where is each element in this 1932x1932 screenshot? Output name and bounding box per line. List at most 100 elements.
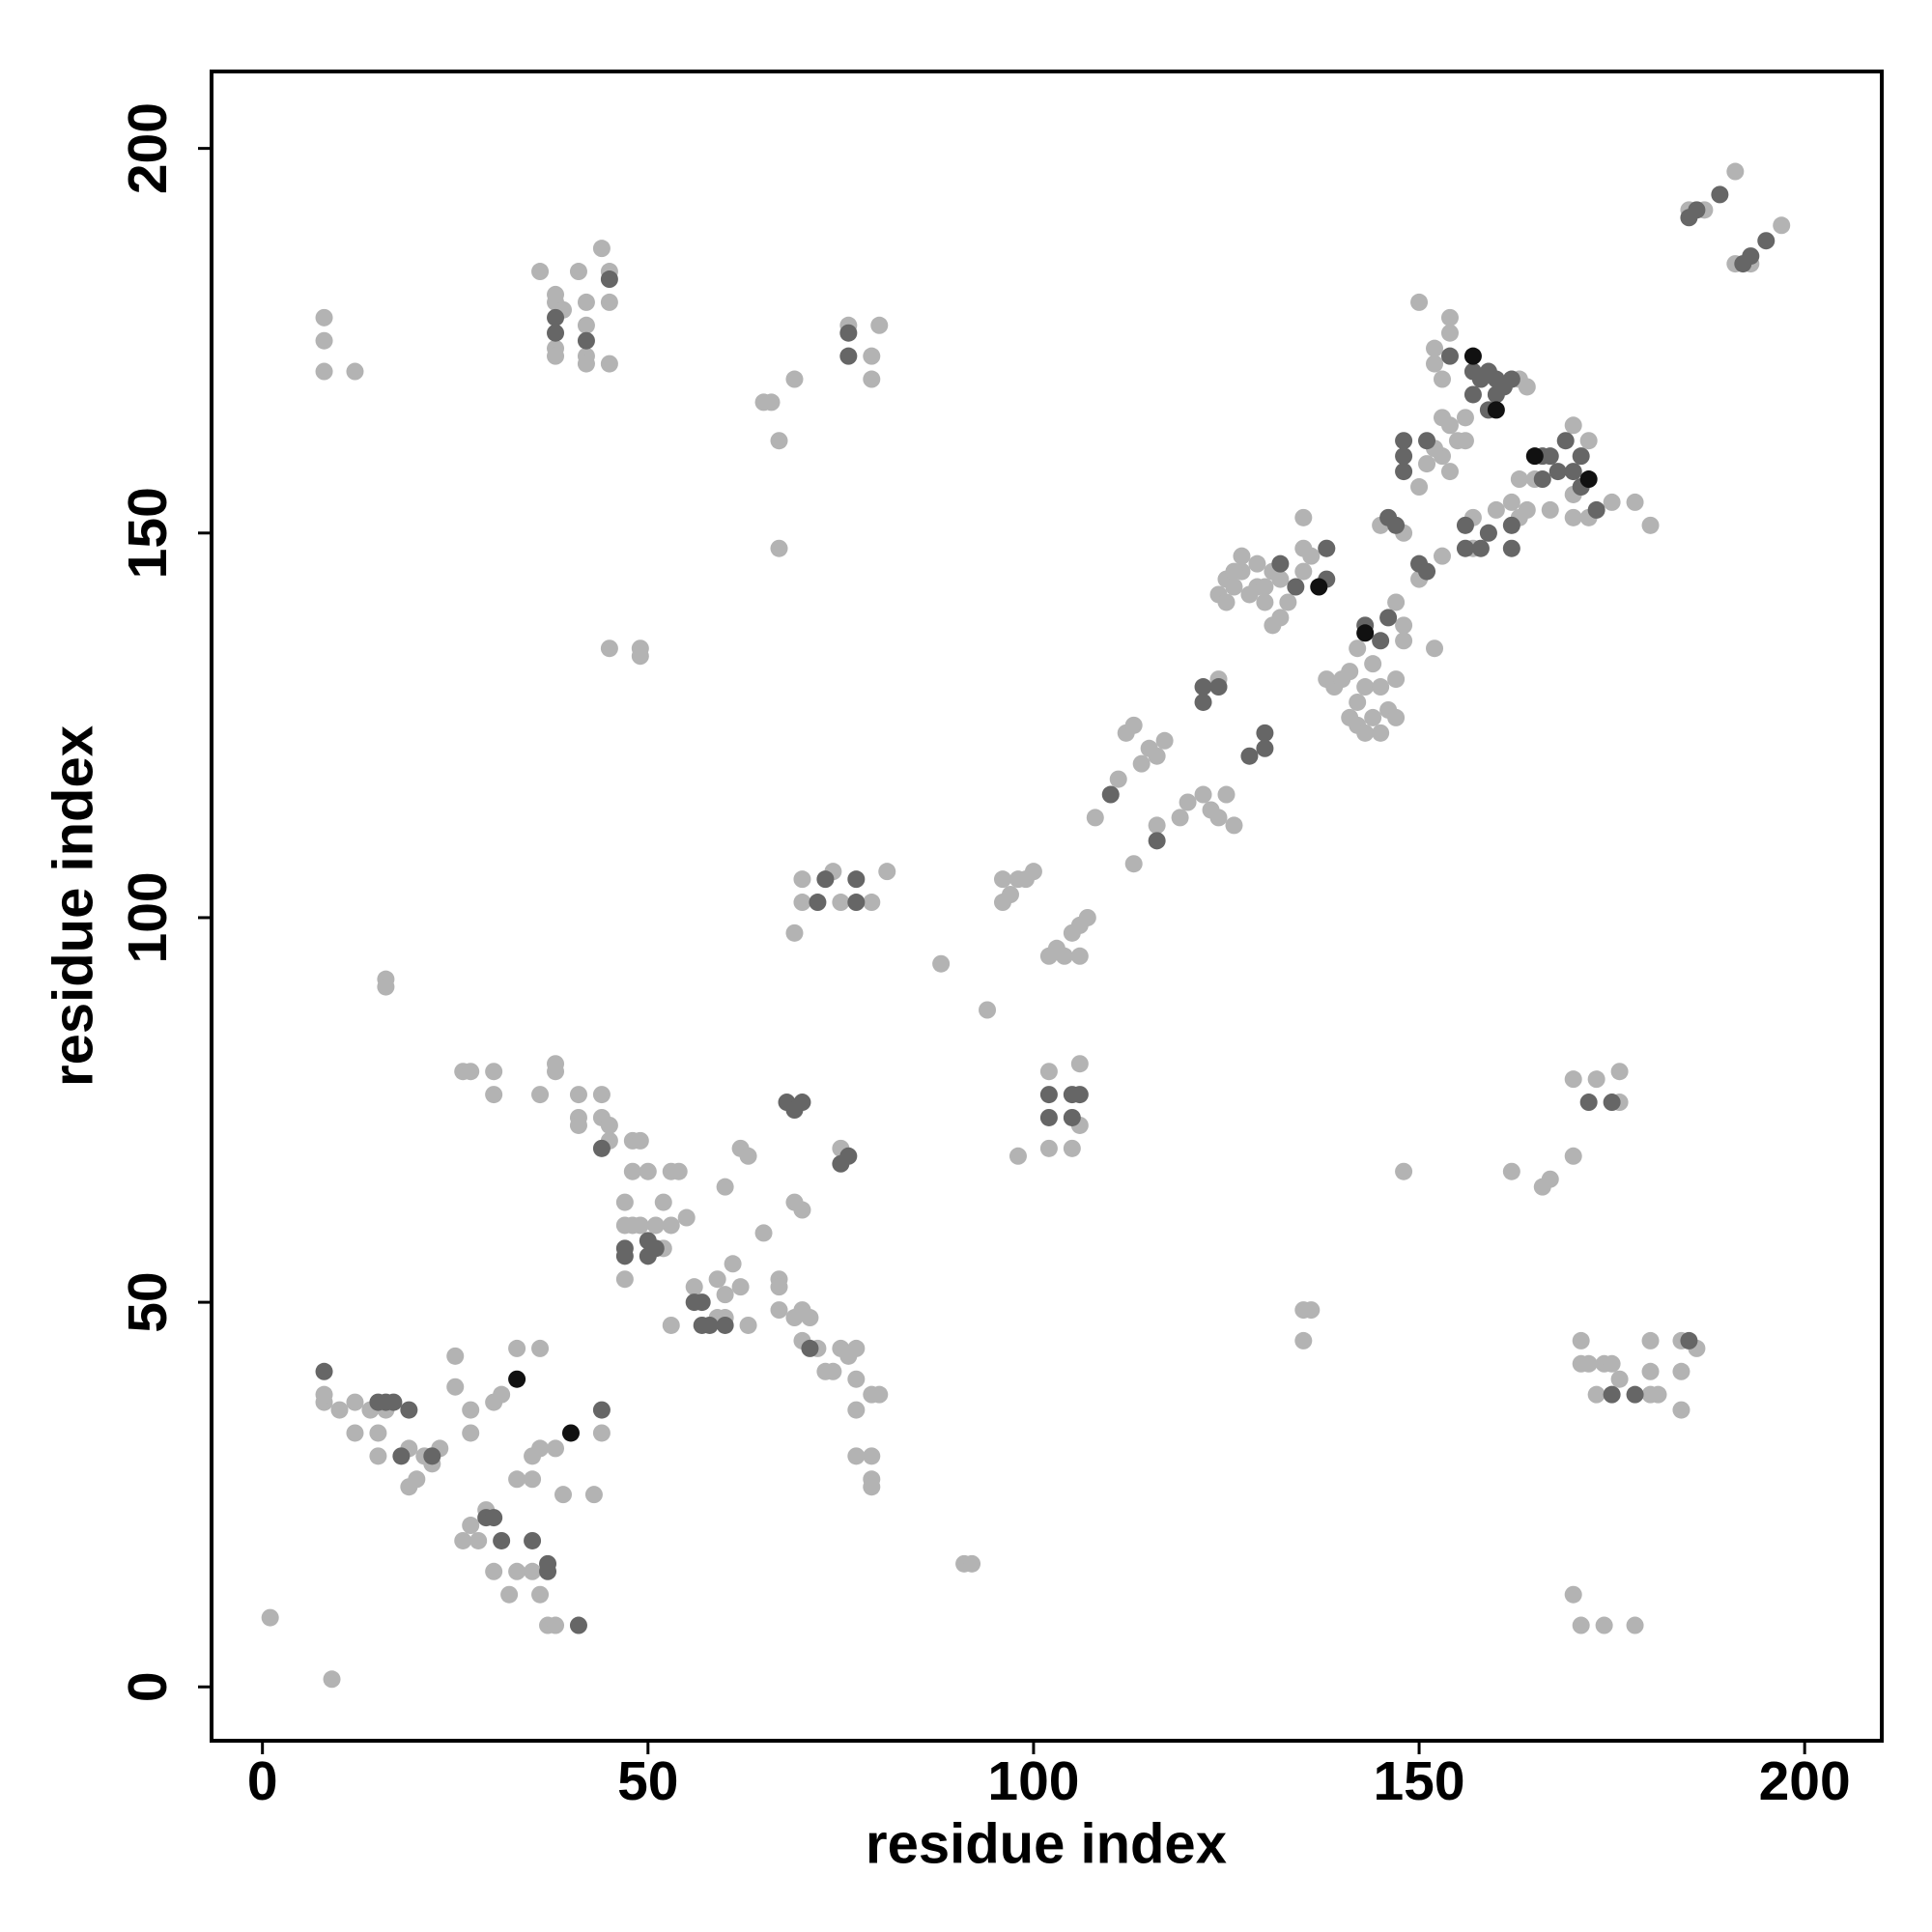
point [1302,1301,1321,1320]
point [1649,1385,1667,1404]
point [1603,493,1621,511]
point [816,870,835,889]
point [1349,693,1367,711]
point [1742,247,1760,266]
point [1426,339,1444,357]
point [1225,816,1243,835]
plot-frame [210,70,1884,1743]
point [592,1086,611,1104]
x-axis-label: residue index [866,1812,1227,1875]
point [793,1201,811,1219]
point [1001,886,1019,904]
point [1039,1063,1058,1081]
point [1209,678,1228,696]
point [1726,162,1745,181]
point [524,1531,542,1549]
point [1009,1147,1027,1165]
point [801,1339,819,1357]
x-tick-label: 50 [617,1750,678,1812]
point [485,1509,503,1527]
point [1579,470,1598,489]
point [839,347,858,365]
point [1078,908,1096,926]
point [677,1208,696,1227]
point [994,870,1011,889]
point [554,1486,572,1504]
point [1688,201,1706,219]
point [1434,547,1451,565]
point [1626,493,1644,511]
point [770,432,788,450]
point [1341,663,1359,681]
point [1564,1070,1582,1089]
point [1610,1370,1629,1388]
point [1479,524,1497,542]
y-tick-label: 150 [117,487,179,579]
point [1256,739,1274,757]
point [847,870,866,889]
point [1039,1108,1058,1126]
point [1456,409,1474,427]
point [716,1316,734,1334]
point [1541,1170,1559,1188]
point [1279,593,1297,611]
point [369,1447,387,1465]
point [485,1562,503,1580]
point [547,1616,565,1634]
point [1502,1162,1520,1180]
point [716,1286,734,1304]
point [330,1401,349,1419]
point [577,293,595,311]
point [785,370,804,388]
point [1456,432,1474,450]
point [462,1424,480,1442]
point [600,270,618,289]
point [631,1131,649,1150]
point [346,1424,364,1442]
point [1395,632,1413,650]
point [979,1001,997,1019]
point [1641,1362,1660,1380]
point [1587,1385,1605,1404]
point [708,1270,726,1289]
point [1024,863,1042,881]
point [615,1270,634,1289]
point [1456,516,1474,534]
point [1179,793,1197,811]
point [369,1424,387,1442]
point [1410,293,1429,311]
point [863,1447,881,1465]
point [569,1616,587,1634]
point [847,1339,866,1357]
point [1132,754,1151,773]
point [1564,1147,1582,1165]
point [863,370,881,388]
point [662,1216,680,1235]
point [1148,816,1166,835]
point [1356,678,1375,696]
point [462,1063,480,1081]
point [1248,554,1266,573]
point [1680,1331,1698,1350]
point [724,1255,742,1273]
point [315,308,333,327]
point [469,1531,488,1549]
point [1672,1401,1690,1419]
point [1039,1139,1058,1157]
point [1440,308,1459,327]
point [485,1086,503,1104]
point [731,1278,750,1296]
point [323,1670,341,1689]
point [863,1478,881,1496]
point [400,1401,418,1419]
point [600,639,618,658]
point [1564,1585,1582,1604]
point [739,1316,757,1334]
point [592,1424,611,1442]
point [1070,947,1089,965]
point [1463,347,1482,365]
point [1564,508,1582,526]
point [1502,493,1520,511]
point [500,1585,519,1604]
point [1773,216,1791,235]
